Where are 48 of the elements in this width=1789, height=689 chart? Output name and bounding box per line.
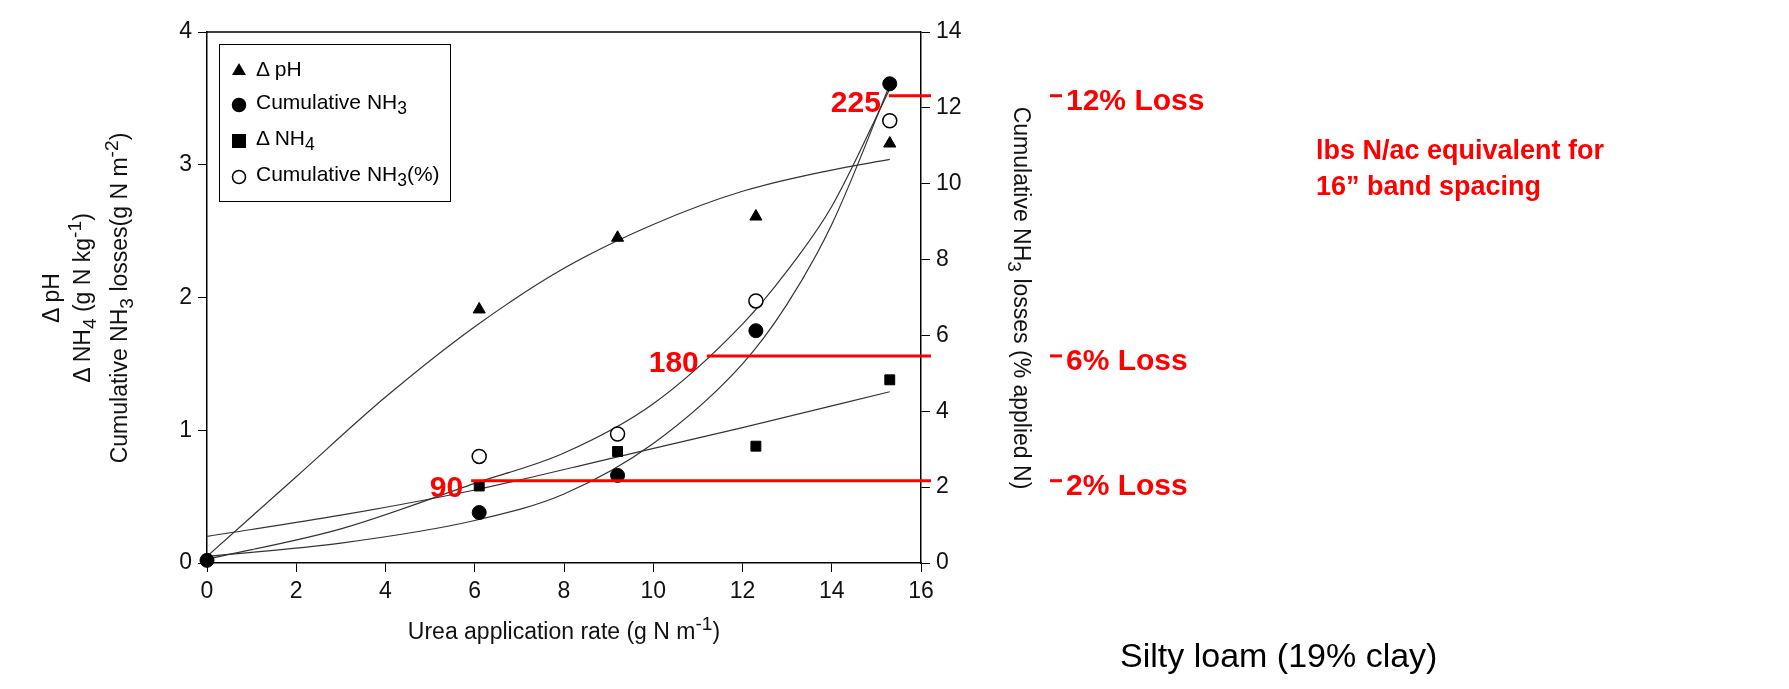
point xyxy=(609,426,626,442)
point xyxy=(612,446,623,457)
legend-label: Cumulative NH$_{3}$(%) xyxy=(256,162,440,192)
y2-tick-label: 0 xyxy=(936,548,949,575)
point xyxy=(750,440,762,452)
x-tick-label: 0 xyxy=(200,577,214,604)
point xyxy=(471,505,487,521)
y2-tick-label: 4 xyxy=(936,396,949,423)
point xyxy=(749,209,763,221)
ref-line-label: 2% Loss xyxy=(1066,467,1188,501)
y2-tick-label: 12 xyxy=(936,93,962,120)
x-tick-label: 10 xyxy=(640,577,667,604)
point xyxy=(882,76,898,92)
y-tick-label: 3 xyxy=(179,150,192,177)
x-tick-label: 4 xyxy=(379,577,393,604)
point xyxy=(883,136,897,148)
point xyxy=(884,374,896,386)
x-axis-title: Urea application rate (g N m$^{-1}$) xyxy=(407,613,721,645)
y-tick-label: 0 xyxy=(179,548,192,575)
text: Silty loam (19% clay) xyxy=(1120,636,1438,675)
point xyxy=(882,113,898,129)
x-tick-label: 14 xyxy=(818,577,845,604)
y-tick-label: 1 xyxy=(179,415,192,442)
y2-tick-label: 6 xyxy=(936,320,949,347)
point xyxy=(472,301,486,314)
point xyxy=(748,293,764,309)
y-tick-label: 2 xyxy=(179,282,192,309)
text: lbs N/ac equivalent for 16” band spacing xyxy=(1316,134,1605,204)
point xyxy=(748,323,764,339)
ref-line-label: 12% Loss xyxy=(1066,82,1205,116)
y-tick-label: 4 xyxy=(179,17,193,44)
legend-label: Cumulative NH$_{3}$ xyxy=(256,90,407,120)
annotation: 225 xyxy=(830,84,881,118)
x-tick-label: 16 xyxy=(908,577,934,604)
ref-line-label: 6% Loss xyxy=(1066,343,1188,377)
y2-tick-label: 10 xyxy=(936,169,962,196)
legend-label: Δ NH$_{4}$ xyxy=(256,126,315,156)
y2-tick-label: 14 xyxy=(936,17,962,44)
x-tick-label: 8 xyxy=(557,577,571,604)
y2-tick-label: 2 xyxy=(936,472,949,499)
annotation: 180 xyxy=(648,345,699,379)
x-tick-label: 2 xyxy=(289,577,303,604)
legend-label: Δ pH xyxy=(256,57,302,81)
point xyxy=(471,448,487,465)
x-tick-label: 12 xyxy=(729,577,756,604)
point xyxy=(610,230,625,242)
x-tick-label: 6 xyxy=(468,577,482,604)
y2-tick-label: 8 xyxy=(936,244,949,271)
